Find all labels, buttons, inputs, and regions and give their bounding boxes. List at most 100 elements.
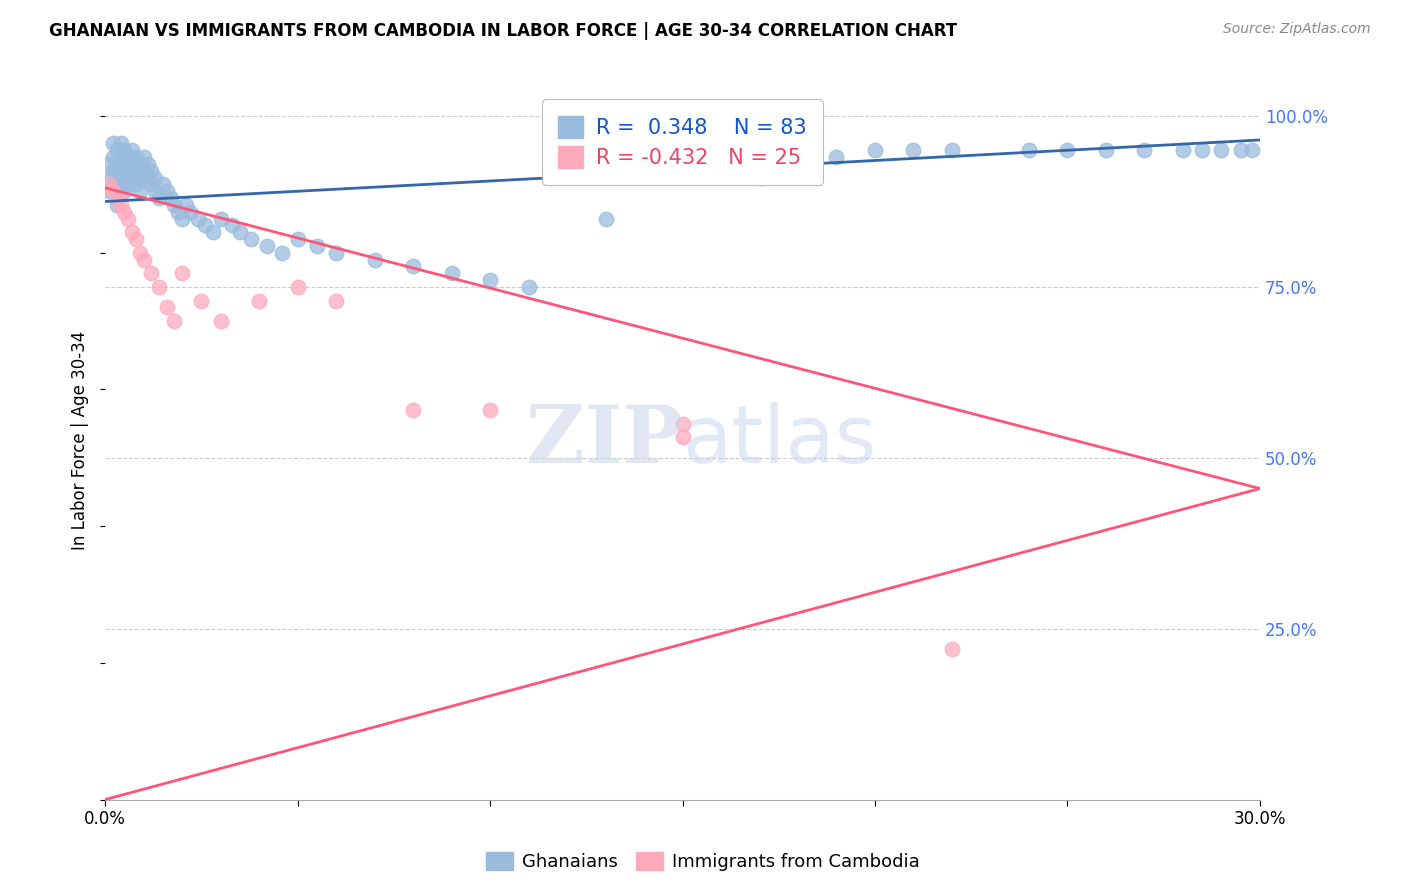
Legend: R =  0.348    N = 83, R = -0.432   N = 25: R = 0.348 N = 83, R = -0.432 N = 25 <box>541 100 824 185</box>
Point <box>125 232 148 246</box>
Point <box>167 204 190 219</box>
Point <box>148 191 170 205</box>
Point <box>128 245 150 260</box>
Point <box>517 280 540 294</box>
Point <box>110 163 132 178</box>
Point <box>1211 143 1233 157</box>
Point <box>117 211 139 226</box>
Point <box>201 225 224 239</box>
Text: GHANAIAN VS IMMIGRANTS FROM CAMBODIA IN LABOR FORCE | AGE 30-34 CORRELATION CHAR: GHANAIAN VS IMMIGRANTS FROM CAMBODIA IN … <box>49 22 957 40</box>
Y-axis label: In Labor Force | Age 30-34: In Labor Force | Age 30-34 <box>72 331 89 550</box>
Point <box>132 163 155 178</box>
Point <box>287 232 309 246</box>
Point <box>101 184 124 198</box>
Point <box>121 170 143 185</box>
Point <box>117 178 139 192</box>
Point <box>194 219 217 233</box>
Point <box>156 184 179 198</box>
Point <box>121 143 143 157</box>
Point <box>1056 143 1078 157</box>
Point <box>247 293 270 308</box>
Point <box>287 280 309 294</box>
Point <box>121 225 143 239</box>
Point <box>101 136 124 151</box>
Point <box>105 198 128 212</box>
Text: ZIP: ZIP <box>526 401 682 480</box>
Point <box>98 178 121 192</box>
Point <box>159 191 181 205</box>
Point <box>101 150 124 164</box>
Point <box>172 266 194 280</box>
Point <box>479 273 502 287</box>
Point <box>136 170 159 185</box>
Point <box>101 178 124 192</box>
Point <box>105 184 128 198</box>
Point <box>479 403 502 417</box>
Point <box>117 150 139 164</box>
Point <box>114 170 136 185</box>
Point <box>402 260 425 274</box>
Point <box>114 204 136 219</box>
Point <box>240 232 263 246</box>
Point <box>903 143 925 157</box>
Point <box>748 170 770 185</box>
Point <box>128 184 150 198</box>
Point <box>114 143 136 157</box>
Point <box>136 157 159 171</box>
Legend: Ghanaians, Immigrants from Cambodia: Ghanaians, Immigrants from Cambodia <box>479 845 927 879</box>
Point <box>1241 143 1264 157</box>
Point <box>152 178 174 192</box>
Point <box>110 198 132 212</box>
Point <box>190 293 212 308</box>
Point <box>114 184 136 198</box>
Point <box>105 170 128 185</box>
Point <box>156 301 179 315</box>
Point <box>98 157 121 171</box>
Point <box>305 239 328 253</box>
Point <box>143 184 166 198</box>
Text: Source: ZipAtlas.com: Source: ZipAtlas.com <box>1223 22 1371 37</box>
Point <box>1018 143 1040 157</box>
Point <box>209 314 232 328</box>
Point <box>1133 143 1156 157</box>
Point <box>125 150 148 164</box>
Point <box>121 157 143 171</box>
Point <box>271 245 294 260</box>
Point <box>863 143 886 157</box>
Point <box>440 266 463 280</box>
Point <box>101 163 124 178</box>
Point <box>179 204 201 219</box>
Point <box>209 211 232 226</box>
Point <box>143 170 166 185</box>
Point <box>363 252 385 267</box>
Point <box>256 239 278 253</box>
Point <box>132 150 155 164</box>
Point <box>941 143 963 157</box>
Point <box>117 163 139 178</box>
Point <box>114 157 136 171</box>
Point <box>141 163 163 178</box>
Point <box>110 136 132 151</box>
Point <box>105 143 128 157</box>
Point <box>671 417 693 431</box>
Point <box>221 219 243 233</box>
Point <box>941 642 963 657</box>
Point <box>105 157 128 171</box>
Point <box>128 157 150 171</box>
Point <box>825 150 848 164</box>
Point <box>125 163 148 178</box>
Point <box>125 178 148 192</box>
Point <box>174 198 197 212</box>
Point <box>1171 143 1194 157</box>
Point <box>1229 143 1251 157</box>
Point <box>1095 143 1118 157</box>
Point <box>325 245 347 260</box>
Point <box>402 403 425 417</box>
Point <box>128 170 150 185</box>
Point <box>172 211 194 226</box>
Point <box>132 252 155 267</box>
Point <box>98 170 121 185</box>
Point <box>187 211 209 226</box>
Point <box>105 191 128 205</box>
Point <box>229 225 252 239</box>
